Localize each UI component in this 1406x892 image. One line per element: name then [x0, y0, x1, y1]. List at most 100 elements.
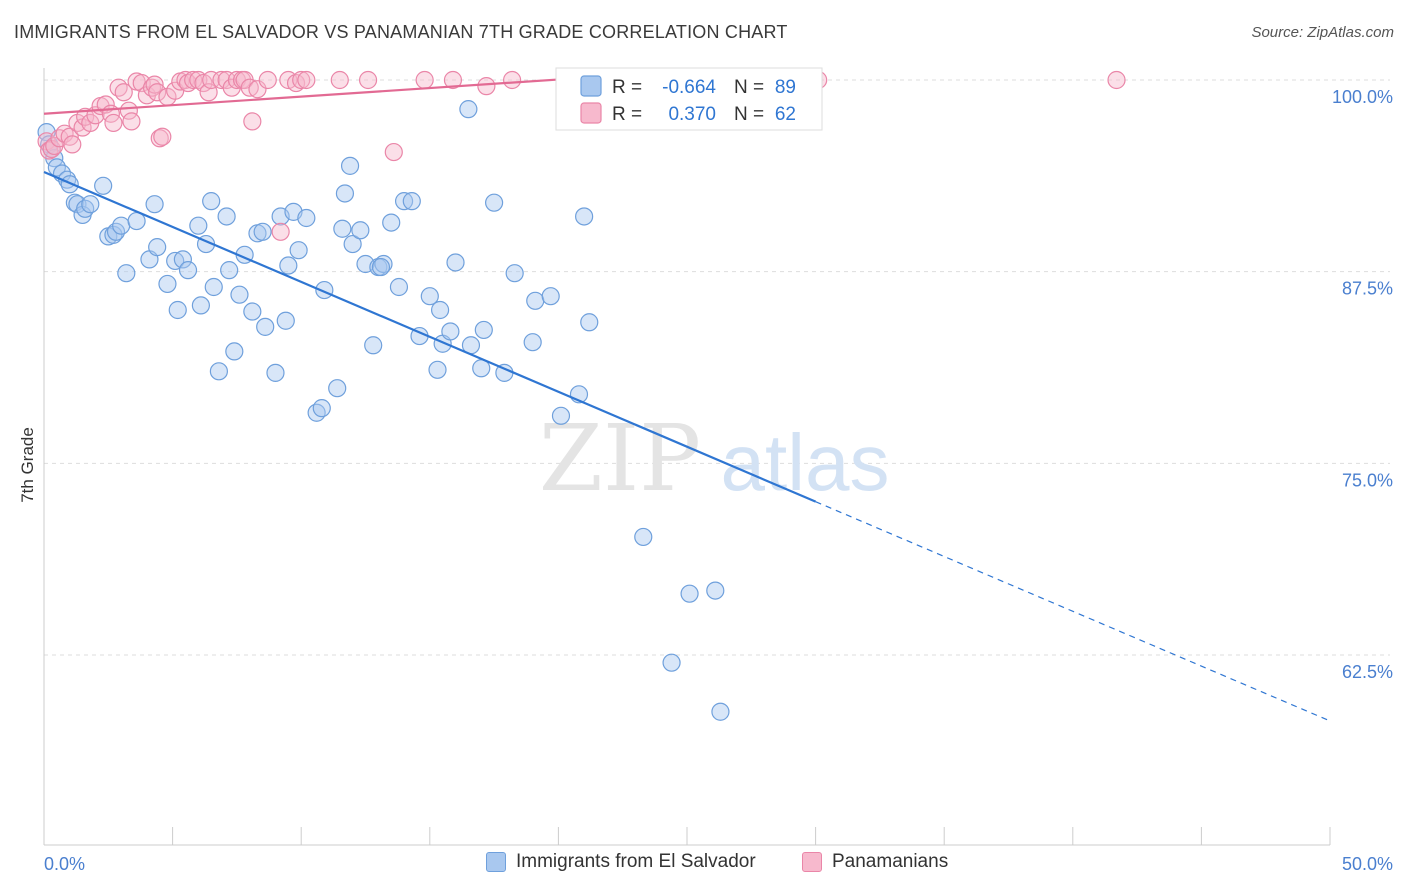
pink-point [212, 70, 231, 90]
legend-item-el-salvador[interactable]: Immigrants from El Salvador [486, 851, 756, 873]
blue-point [711, 702, 730, 721]
blue-point [297, 208, 316, 228]
blue-point [371, 257, 391, 277]
stats-r-label-el-salvador: R = [612, 77, 642, 98]
pink-point [477, 77, 496, 96]
trend-lines [43, 75, 1331, 722]
pink-point [243, 112, 262, 131]
legend-swatch-blue [486, 852, 506, 872]
y-tick-label: 62.5% [1342, 662, 1393, 682]
pink-point [248, 80, 267, 99]
blue-point [343, 234, 362, 254]
series-immigrants-el-salvador [37, 100, 730, 721]
blue-point [191, 296, 210, 315]
blue-point [148, 238, 167, 257]
blue-point [333, 219, 352, 238]
pink-point [297, 70, 316, 90]
stats-legend: R = -0.664 N = 89 R = 0.370 N = 62 [555, 67, 823, 131]
blue-point [112, 216, 131, 235]
blue-point [446, 253, 465, 272]
legend-item-panamanians[interactable]: Panamanians [802, 851, 948, 873]
blue-point [217, 207, 236, 226]
blue-point [276, 311, 295, 330]
pink-point [119, 101, 138, 120]
pink-point [358, 70, 378, 90]
trend-line-panamanians [43, 75, 598, 115]
y-tick-label: 75.0% [1342, 470, 1393, 490]
y-axis-label: 7th Grade [18, 427, 37, 503]
pink-point [330, 70, 349, 90]
blue-point [523, 333, 542, 352]
stats-r-value-el-salvador: -0.664 [662, 77, 716, 98]
blue-point [158, 274, 177, 294]
gridlines [44, 79, 1390, 656]
blue-point [104, 225, 123, 244]
legend-label-el-salvador: Immigrants from El Salvador [516, 851, 756, 872]
pink-point [148, 83, 167, 102]
blue-point [312, 399, 331, 418]
pink-point [292, 70, 311, 90]
x-tick-label-end: 50.0% [1342, 854, 1393, 874]
bottom-legend: Immigrants from El Salvador Panamanians [0, 851, 1406, 877]
blue-point [575, 207, 594, 226]
blue-point [243, 302, 262, 321]
blue-point [351, 221, 370, 240]
blue-point [459, 100, 478, 119]
blue-point [526, 291, 545, 310]
x-tick-labels: 0.0% 50.0% [44, 854, 1393, 874]
blue-point [256, 317, 275, 336]
pink-point [443, 70, 463, 90]
blue-point [289, 241, 308, 260]
trend-line-el-salvador [43, 170, 817, 503]
watermark-atlas: atlas [721, 418, 890, 507]
blue-point [145, 195, 164, 214]
x-tick-label-start: 0.0% [44, 854, 85, 874]
blue-point [94, 176, 113, 195]
source-label: Source: ZipAtlas.com [1251, 24, 1394, 41]
blue-point [389, 277, 409, 297]
blue-point [225, 342, 244, 361]
y-tick-labels: 62.5% 75.0% 87.5% 100.0% [1332, 87, 1393, 682]
legend-label-panamanians: Panamanians [832, 851, 949, 872]
pink-point [104, 113, 123, 133]
blue-point [266, 363, 285, 382]
blue-point [279, 256, 298, 275]
watermark: ZIP atlas [539, 405, 890, 512]
blue-point [428, 360, 447, 379]
chart-title: IMMIGRANTS FROM EL SALVADOR VS PANAMANIA… [14, 22, 788, 42]
blue-point [81, 195, 100, 214]
blue-point [340, 156, 360, 175]
blue-point [60, 175, 79, 194]
blue-point [374, 254, 393, 274]
blue-point [204, 277, 223, 297]
y-tick-label: 87.5% [1342, 279, 1393, 299]
blue-point [382, 213, 401, 232]
blue-point [394, 192, 414, 211]
blue-point [662, 653, 681, 672]
pink-point [178, 73, 198, 93]
pink-point [240, 78, 259, 97]
blue-point [230, 285, 249, 304]
blue-point [485, 193, 504, 212]
pink-point [286, 73, 306, 93]
pink-point [503, 70, 522, 90]
trend-line-el-salvador-projection [815, 501, 1331, 722]
blue-point [166, 251, 185, 271]
blue-point [168, 300, 187, 320]
blue-point [706, 581, 725, 600]
stats-n-label-panamanians: N = [734, 104, 764, 125]
blue-point [117, 264, 136, 283]
blue-point [328, 379, 347, 398]
y-tick-label: 100.0% [1332, 87, 1393, 107]
pink-point [1107, 70, 1126, 90]
blue-point [505, 264, 524, 283]
blue-point [474, 320, 493, 340]
stats-swatch-el-salvador [580, 75, 602, 97]
blue-point [209, 362, 228, 381]
pink-point [384, 142, 403, 162]
pink-point [114, 83, 133, 102]
stats-r-label-panamanians: R = [612, 104, 642, 125]
blue-point [189, 216, 208, 235]
stats-swatch-panamanians [580, 102, 602, 124]
stats-n-label-el-salvador: N = [734, 77, 764, 98]
